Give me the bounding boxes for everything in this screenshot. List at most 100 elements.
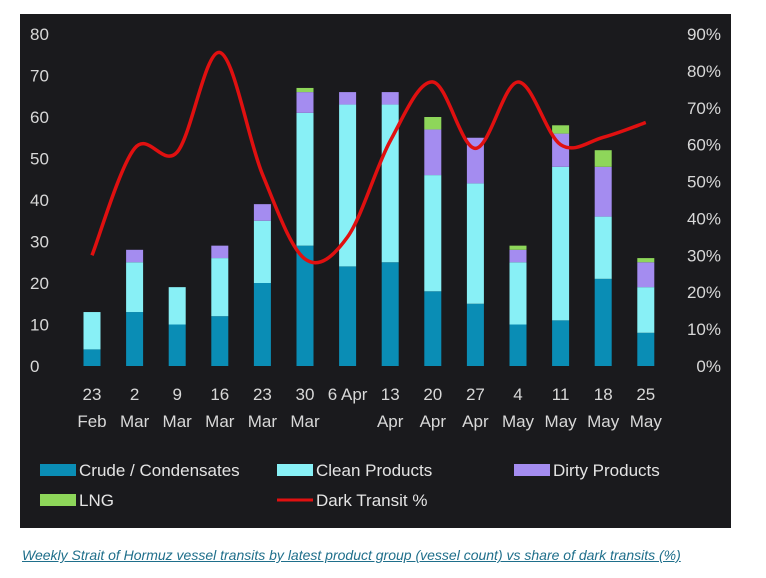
legend-label: LNG xyxy=(79,491,114,510)
x-tick-label: May xyxy=(545,412,578,431)
right-tick-label: 80% xyxy=(687,62,721,81)
left-tick-label: 50 xyxy=(30,150,49,169)
x-tick-label: 23 xyxy=(83,385,102,404)
bar-segment xyxy=(552,125,570,134)
x-tick-label: 13 xyxy=(381,385,400,404)
x-tick-label: 11 xyxy=(552,385,570,404)
x-tick-label: Mar xyxy=(205,412,235,431)
right-tick-label: 60% xyxy=(687,136,721,155)
bar-segment xyxy=(211,316,229,366)
bar-segment xyxy=(296,112,314,246)
legend-swatch xyxy=(514,464,550,476)
bar-segment xyxy=(466,303,484,366)
x-tick-label: Apr xyxy=(462,412,489,431)
left-axis: 0 10 20 30 40 50 60 70 80 xyxy=(30,25,49,376)
figure-caption-link[interactable]: Weekly Strait of Hormuz vessel transits … xyxy=(22,547,681,563)
bar-segment xyxy=(637,332,655,366)
bars-layer xyxy=(83,87,655,366)
chart-panel: 0 10 20 30 40 50 60 70 80 0% 10% 20% 30% 40% 50% 60% 70… xyxy=(20,14,731,528)
x-tick-label: Mar xyxy=(163,412,193,431)
bar-segment xyxy=(211,245,229,259)
x-tick-label: Mar xyxy=(248,412,278,431)
dark-transit-line xyxy=(90,50,647,265)
x-tick-label: 25 xyxy=(636,385,655,404)
bar-segment xyxy=(168,287,186,325)
right-tick-label: 0% xyxy=(696,357,721,376)
x-tick-label: Mar xyxy=(120,412,150,431)
bar-segment xyxy=(594,278,612,366)
bar-segment xyxy=(381,104,399,263)
bar-segment xyxy=(424,291,442,366)
bar-segment xyxy=(637,258,655,263)
line-layer xyxy=(90,50,647,265)
legend-label: Dark Transit % xyxy=(316,491,427,510)
bar-segment xyxy=(509,324,527,366)
bar-segment xyxy=(594,150,612,167)
x-tick-label: Feb xyxy=(77,412,106,431)
legend-swatch xyxy=(40,464,76,476)
right-tick-label: 10% xyxy=(687,320,721,339)
left-tick-label: 80 xyxy=(30,25,49,44)
x-tick-label: 16 xyxy=(210,385,229,404)
x-tick-label: Apr xyxy=(420,412,447,431)
bar-segment xyxy=(381,262,399,366)
bar-segment xyxy=(126,262,144,313)
left-tick-label: 30 xyxy=(30,233,49,252)
bar-segment xyxy=(83,349,101,366)
bar-segment xyxy=(253,220,271,283)
x-tick-label: 30 xyxy=(296,385,315,404)
bar-segment xyxy=(594,166,612,217)
x-tick-label: Apr xyxy=(377,412,404,431)
right-tick-label: 40% xyxy=(687,209,721,228)
legend-label: Dirty Products xyxy=(553,461,660,480)
bar-segment xyxy=(339,92,357,105)
bar-segment xyxy=(424,129,442,176)
bar-segment xyxy=(466,137,484,184)
left-tick-label: 20 xyxy=(30,274,49,293)
left-tick-label: 40 xyxy=(30,191,49,210)
legend-swatch xyxy=(277,464,313,476)
right-tick-label: 90% xyxy=(687,25,721,44)
x-tick-label: 2 xyxy=(130,385,139,404)
bar-segment xyxy=(509,245,527,250)
bar-segment xyxy=(296,87,314,93)
bar-segment xyxy=(296,92,314,113)
bar-segment xyxy=(296,245,314,366)
bar-segment xyxy=(552,320,570,366)
left-tick-label: 10 xyxy=(30,316,49,335)
left-tick-label: 60 xyxy=(30,108,49,127)
left-tick-label: 70 xyxy=(30,67,49,86)
right-tick-label: 70% xyxy=(687,99,721,118)
bar-segment xyxy=(253,204,271,221)
bar-segment xyxy=(424,175,442,292)
legend-swatch xyxy=(40,494,76,506)
x-tick-label: 9 xyxy=(172,385,181,404)
x-tick-label: May xyxy=(587,412,620,431)
x-tick-label: 18 xyxy=(594,385,613,404)
bar-segment xyxy=(594,216,612,279)
bar-segment xyxy=(381,92,399,105)
bar-segment xyxy=(253,283,271,366)
legend: Crude / Condensates Clean Products Dirty P… xyxy=(40,461,660,510)
bar-segment xyxy=(552,166,570,321)
x-tick-label: 4 xyxy=(513,385,522,404)
right-tick-label: 30% xyxy=(687,246,721,265)
x-axis: 23 Feb 2 Mar 9 Mar 16 Mar 23 Mar 30 Mar 6 Apr 13 Apr 20… xyxy=(77,385,662,431)
bar-segment xyxy=(83,312,101,350)
right-axis: 0% 10% 20% 30% 40% 50% 60% 70% 80% 90% xyxy=(687,25,721,376)
legend-label: Crude / Condensates xyxy=(79,461,240,480)
x-tick-label: May xyxy=(502,412,535,431)
bar-segment xyxy=(466,183,484,304)
x-tick-label: 23 xyxy=(253,385,272,404)
bar-segment xyxy=(211,258,229,317)
right-tick-label: 20% xyxy=(687,283,721,302)
left-tick-label: 0 xyxy=(30,357,39,376)
bar-segment xyxy=(126,249,144,263)
bar-segment xyxy=(339,266,357,366)
x-tick-label: 27 xyxy=(466,385,485,404)
bar-segment xyxy=(637,262,655,288)
bar-segment xyxy=(339,104,357,267)
right-tick-label: 50% xyxy=(687,173,721,192)
bar-segment xyxy=(637,287,655,333)
bar-segment xyxy=(424,117,442,130)
